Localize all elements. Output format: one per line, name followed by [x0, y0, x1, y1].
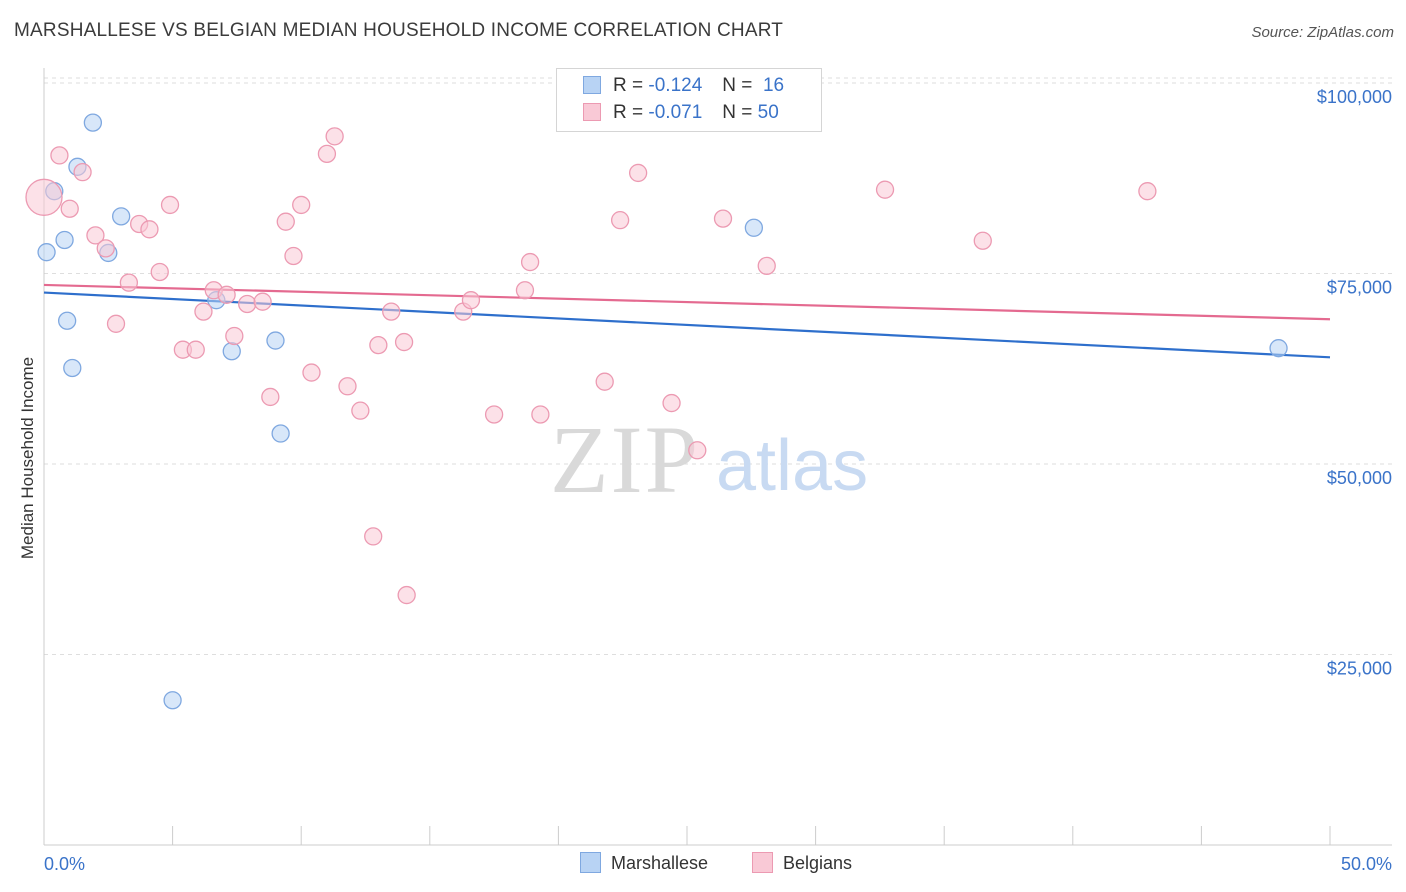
belgian-point [515, 281, 535, 300]
belgian-point [397, 585, 416, 605]
belgian-point [369, 335, 388, 355]
n-label: N = [722, 102, 753, 123]
belgian-point [610, 211, 630, 230]
marshallese-point [83, 113, 103, 132]
n-label: N = [722, 75, 753, 96]
belgian-point [253, 292, 272, 311]
marshallese-point [55, 230, 74, 250]
marshallese-point [222, 342, 241, 361]
belgian-point [973, 231, 992, 250]
belgian-point [119, 273, 139, 292]
y-tick-label: $50,000 [1327, 468, 1392, 488]
legend-row-marshallese: R = -0.124 N = 16 [583, 75, 784, 99]
belgian-point [86, 226, 105, 245]
marshallese-point [63, 358, 82, 378]
watermark: ZIP atlas [550, 406, 868, 513]
marshallese-point [744, 218, 764, 237]
belgian-point [364, 527, 383, 546]
x-tick-label-min: 0.0% [44, 854, 85, 874]
belgian-point [217, 285, 236, 304]
belgian-point [1138, 182, 1157, 201]
belgian-point [394, 332, 414, 352]
marshallese-point [1269, 339, 1288, 358]
belgian-point [484, 405, 504, 424]
belgian-point [757, 256, 776, 276]
belgian-point [338, 377, 357, 396]
belgian-point [662, 393, 681, 413]
belgian-point [317, 144, 337, 164]
watermark-atlas: atlas [716, 426, 868, 506]
belgian-point [261, 387, 280, 407]
marshallese-point [37, 243, 56, 262]
belgian-point [96, 239, 115, 258]
belgian-point [284, 246, 303, 266]
belgian-point [50, 146, 69, 165]
blue-swatch [580, 852, 601, 873]
r-label: R = [613, 102, 644, 123]
marshallese-point [112, 207, 131, 226]
legend-belgians: Belgians [752, 852, 852, 874]
belgian-point [461, 291, 481, 310]
r-label: R = [613, 75, 644, 96]
watermark-zip: ZIP [550, 406, 700, 513]
belgian-point [531, 405, 550, 424]
belgian-point [520, 252, 540, 272]
belgian-point [238, 294, 257, 314]
pink-swatch [583, 103, 601, 121]
r-value: -0.071 [648, 102, 703, 123]
y-axis-label: Median Household Income [18, 356, 37, 560]
belgian-point [106, 314, 126, 333]
r-value: -0.124 [648, 75, 703, 96]
belgian-point [875, 180, 895, 199]
legend-belgians-label: Belgians [783, 853, 853, 873]
marshallese-point [163, 691, 182, 710]
x-tick-label-max: 50.0% [1341, 854, 1392, 874]
belgian-trend-line [43, 283, 1331, 321]
tick-labels: $25,000 $50,000 $75,000 $100,000 0.0% 50.0% [44, 87, 1392, 874]
belgian-point [225, 326, 244, 346]
belgian-point [382, 302, 401, 321]
belgian-point [351, 401, 370, 420]
y-tick-label: $100,000 [1317, 87, 1392, 107]
belgian-point [25, 178, 63, 216]
belgian-point [160, 195, 180, 215]
belgian-point [325, 127, 344, 146]
y-tick-label: $75,000 [1327, 278, 1392, 298]
legend-marshallese-label: Marshallese [611, 853, 709, 873]
grid-lines [44, 77, 1392, 655]
belgian-point [302, 363, 321, 382]
belgian-point [140, 220, 159, 239]
belgian-point [73, 163, 92, 182]
data-points [25, 113, 1288, 710]
stats-legend: R = -0.124 N = 16 R = -0.071 N = 50 [556, 68, 822, 132]
belgian-point [628, 163, 648, 183]
belgian-point [150, 262, 169, 282]
marshallese-point [266, 331, 285, 350]
belgian-point [713, 209, 733, 228]
belgian-point [688, 441, 707, 460]
belgian-point [292, 195, 311, 215]
n-value: 50 [757, 102, 779, 123]
legend-row-belgians: R = -0.071 N = 50 [583, 102, 779, 126]
belgian-point [60, 199, 79, 218]
belgian-point [194, 302, 213, 321]
belgian-point [186, 340, 205, 359]
belgian-point [276, 212, 295, 231]
source-label: Source: ZipAtlas.com [1251, 24, 1394, 41]
pink-swatch [752, 852, 773, 873]
legend-marshallese: Marshallese [580, 852, 708, 874]
belgian-point [595, 372, 614, 391]
y-tick-label: $25,000 [1327, 659, 1392, 679]
n-value: 16 [762, 75, 785, 96]
marshallese-point [57, 311, 77, 330]
marshallese-point [271, 424, 290, 443]
blue-swatch [583, 76, 601, 94]
chart-title: MARSHALLESE VS BELGIAN MEDIAN HOUSEHOLD … [14, 20, 784, 41]
